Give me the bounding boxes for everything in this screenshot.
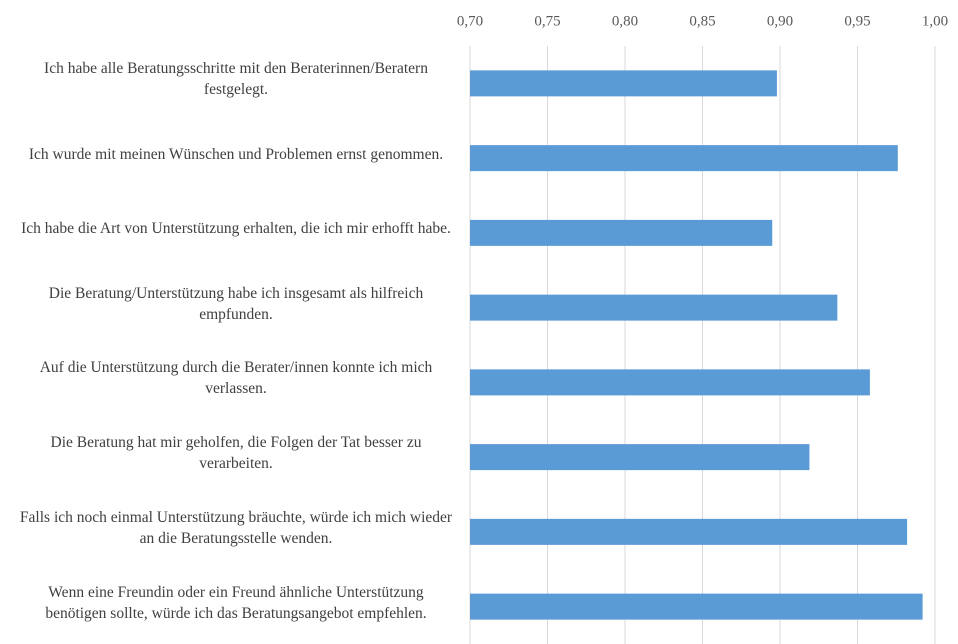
bar [470,219,773,246]
category-label: Auf die Unterstützung durch die Berater/… [39,359,433,398]
category-label: Die Beratung hat mir geholfen, die Folge… [50,434,422,473]
x-tick-label: 1,00 [922,13,948,29]
category-label: Ich wurde mit meinen Wünschen und Proble… [28,145,444,163]
x-tick-label: 0,95 [844,13,870,29]
category-label: Die Beratung/Unterstützung habe ich insg… [48,284,424,323]
bar [470,444,810,471]
x-tick-label: 0,75 [534,13,560,29]
category-label: Falls ich noch einmal Unterstützung bräu… [19,508,453,547]
x-tick-label: 0,70 [457,13,483,29]
x-tick-label: 0,90 [767,13,793,29]
category-label: Ich habe die Art von Unterstützung erhal… [21,220,451,238]
bar [470,593,923,620]
x-tick-label: 0,80 [612,13,638,29]
x-tick-label: 0,85 [689,13,715,29]
bar [470,294,838,321]
category-label: Ich habe alle Beratungsschritte mit den … [44,60,428,99]
bar [470,70,777,97]
bar [470,369,870,396]
bar [470,518,908,545]
category-label: Wenn eine Freundin oder ein Freund ähnli… [45,583,427,622]
bar [470,145,898,172]
